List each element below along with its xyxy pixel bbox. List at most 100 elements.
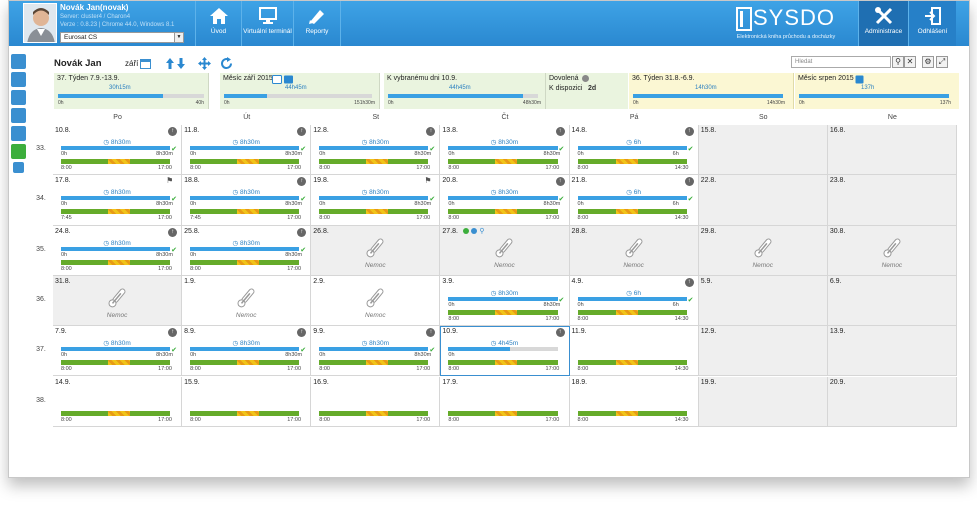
day-cell[interactable]: 29.8. Nemoc (698, 225, 828, 276)
day-cell[interactable]: 9.9. ↑ ◷ 8h30m ✔ 0h 8h30m 8:00 17:00 (311, 326, 441, 377)
day-cell[interactable]: 5.9. (698, 275, 828, 327)
day-cell[interactable]: 17.9. 8:00 17:00 (440, 376, 570, 427)
arrow-up-icon[interactable]: ↑ (297, 177, 307, 187)
day-cell[interactable]: 31.8. Nemoc (53, 275, 183, 327)
day-date: 30.8. (829, 227, 846, 235)
schedule-bar (448, 309, 558, 315)
day-cell[interactable]: 28.8. Nemoc (569, 225, 699, 276)
prev-month-tool-icon[interactable] (855, 75, 864, 84)
clock-icon[interactable] (11, 90, 26, 105)
day-cell[interactable]: 24.8. ↑ ◷ 8h30m ✔ 0h 8h30m 8:00 17:00 (53, 225, 183, 276)
day-cell[interactable]: 14.8. ↑ ◷ 6h ✔ 0h 6h 8:00 14:30 (569, 125, 699, 176)
arrow-up-icon[interactable]: ↑ (426, 328, 436, 338)
nav-logout-button[interactable]: Odhlášení (908, 1, 956, 46)
arrow-up-icon[interactable]: ↑ (684, 277, 694, 287)
move-icon[interactable] (198, 57, 211, 70)
nav-terminal-button[interactable]: Virtuální terminál (241, 1, 293, 46)
fullscreen-icon[interactable]: ⤢ (936, 56, 948, 68)
search-input[interactable]: Hledat (791, 56, 891, 68)
add-circle-icon[interactable] (463, 227, 470, 234)
day-cell[interactable]: 15.8. (698, 125, 828, 176)
day-cell[interactable]: 11.8. ↑ ◷ 8h30m ✔ 0h 8h30m 8:00 17:00 (182, 125, 312, 176)
weekday-1: Út (243, 114, 251, 121)
day-cell[interactable]: 22.8. (698, 175, 828, 226)
day-cell[interactable]: 27.8. ⚲ Nemoc (440, 225, 570, 276)
day-cell[interactable]: 23.8. (827, 175, 957, 226)
day-cell[interactable]: 16.8. (827, 125, 957, 176)
arrow-up-icon[interactable]: ↑ (555, 328, 565, 338)
day-cell[interactable]: 20.9. (827, 376, 957, 427)
day-cell[interactable]: 20.8. ↑ ◷ 8h30m ✔ 0h 8h30m 8:00 17:00 (440, 175, 570, 226)
nav-admin-button[interactable]: Administrace (858, 1, 908, 46)
arrow-up-icon[interactable]: ↑ (297, 328, 307, 338)
day-cell[interactable]: 14.9. 8:00 17:00 (53, 376, 183, 427)
day-cell[interactable]: 13.9. (827, 326, 957, 377)
nav-reports-button[interactable]: Reporty (293, 1, 341, 46)
thermometer-icon (622, 236, 646, 260)
day-cell[interactable]: 11.9. 8:00 14:30 (569, 326, 699, 377)
check-icon: ✔ (558, 146, 565, 153)
arrow-up-icon[interactable]: ↑ (297, 127, 307, 136)
gear-icon[interactable]: ⚙ (922, 56, 934, 68)
day-cell[interactable]: 26.8. Nemoc (311, 225, 441, 276)
day-cell[interactable]: 3.9. ◷ 8h30m ✔ 0h 8h30m 8:00 17:00 (440, 275, 570, 327)
arrow-up-icon[interactable]: ↑ (426, 127, 436, 136)
day-cell[interactable]: 12.9. (698, 326, 828, 377)
day-cell[interactable]: 10.9. ↑ ◷ 4h45m 0h 8:00 17:00 (440, 326, 570, 377)
day-cell[interactable]: 18.9. 8:00 14:30 (569, 376, 699, 427)
worked-progress (319, 196, 429, 201)
arrow-up-icon[interactable]: ↑ (555, 127, 565, 136)
avatar[interactable] (23, 3, 57, 43)
day-cell[interactable]: 8.9. ↑ ◷ 8h30m ✔ 0h 8h30m 8:00 17:00 (182, 326, 312, 377)
day-cell[interactable]: 10.8. ↑ ◷ 8h30m ✔ 0h 8h30m 8:00 17:00 (53, 125, 183, 176)
day-cell[interactable]: 15.9. 8:00 17:00 (182, 376, 312, 427)
day-cell[interactable]: 25.8. ↑ ◷ 8h30m ✔ 0h 8h30m 8:00 17:00 (182, 225, 312, 276)
schedule-end: 17:00 (158, 366, 172, 373)
user-alert-icon[interactable] (11, 108, 26, 123)
add-icon[interactable] (13, 162, 24, 173)
day-cell[interactable]: 30.8. Nemoc (827, 225, 957, 276)
search-icon[interactable]: ⚲ (892, 56, 904, 68)
clear-icon[interactable]: ✕ (904, 56, 916, 68)
month-selector[interactable]: září (125, 59, 139, 68)
day-cell[interactable]: 19.8. ⚑ ◷ 8h30m ✔ 0h 8h30m 8:00 17:00 (311, 175, 441, 226)
group-icon[interactable] (11, 126, 26, 141)
month-tools-icon[interactable] (272, 75, 294, 84)
list-icon[interactable] (11, 54, 26, 69)
arrow-up-icon[interactable]: ↑ (168, 328, 178, 338)
calendar-icon[interactable] (11, 144, 26, 159)
arrow-up-icon[interactable]: ↑ (684, 127, 694, 136)
magnifier-icon[interactable]: ⚲ (479, 227, 485, 235)
company-select[interactable]: Eurosat CS ▼ (60, 32, 184, 43)
day-cell[interactable]: 18.8. ↑ ◷ 8h30m ✔ 0h 8h30m 7:45 17:00 (182, 175, 312, 226)
refresh-icon[interactable] (220, 57, 233, 70)
day-summary-value: 44h45m (449, 85, 471, 91)
arrow-up-icon[interactable]: ↑ (168, 227, 178, 237)
day-cell[interactable]: 7.9. ↑ ◷ 8h30m ✔ 0h 8h30m 8:00 17:00 (53, 326, 183, 377)
edit-circle-icon[interactable] (471, 227, 478, 234)
up-down-arrows-icon[interactable] (165, 57, 187, 70)
flag-icon[interactable]: ⚑ (424, 176, 432, 186)
day-cell[interactable]: 4.9. ↑ ◷ 6h ✔ 0h 6h 8:00 14:30 (569, 275, 699, 327)
arrow-up-icon[interactable]: ↑ (297, 227, 307, 237)
arrow-up-icon[interactable]: ↑ (168, 127, 178, 136)
flag-icon[interactable]: ⚑ (166, 176, 174, 186)
day-cell[interactable]: 17.8. ⚑ ◷ 8h30m ✔ 0h 8h30m 7:45 17:00 (53, 175, 183, 226)
day-cell[interactable]: 2.9. Nemoc (311, 275, 441, 327)
day-cell[interactable]: 1.9. Nemoc (182, 275, 312, 327)
nav-home-button[interactable]: Úvod (195, 1, 241, 46)
day-cell[interactable]: 12.8. ↑ ◷ 8h30m ✔ 0h 8h30m 8:00 17:00 (311, 125, 441, 176)
day-cell[interactable]: 16.9. 8:00 17:00 (311, 376, 441, 427)
day-cell[interactable]: 13.8. ↑ ◷ 8h30m ✔ 0h 8h30m 8:00 17:00 (440, 125, 570, 176)
vacation-label: Dovolená (549, 75, 579, 82)
check-icon: ✔ (687, 146, 694, 153)
arrow-up-icon[interactable]: ↑ (684, 177, 694, 187)
thermometer-icon (363, 286, 387, 310)
day-cell[interactable]: 6.9. (827, 275, 957, 327)
users-icon[interactable] (11, 72, 26, 87)
day-cell[interactable]: 21.8. ↑ ◷ 6h ✔ 0h 6h 8:00 14:30 (569, 175, 699, 226)
day-cell[interactable]: 19.9. (698, 376, 828, 427)
calendar-picker-icon[interactable] (140, 58, 151, 69)
info-icon[interactable] (582, 75, 589, 82)
arrow-up-icon[interactable]: ↑ (555, 177, 565, 187)
